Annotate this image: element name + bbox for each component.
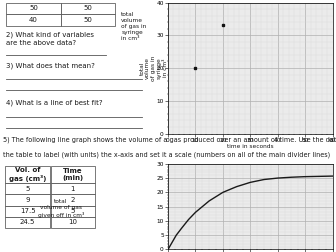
Bar xyxy=(51,195,95,206)
Text: 50: 50 xyxy=(84,17,92,23)
Text: 3) What does that mean?: 3) What does that mean? xyxy=(6,63,95,69)
Bar xyxy=(5,195,50,206)
Bar xyxy=(5,166,50,183)
Bar xyxy=(6,3,61,14)
Text: the table to label (with units) the x-axis and set it a scale (numbers on all of: the table to label (with units) the x-ax… xyxy=(3,151,331,158)
Text: 17.5: 17.5 xyxy=(20,208,35,214)
Bar xyxy=(5,183,50,195)
Text: 50: 50 xyxy=(29,5,38,11)
Bar xyxy=(5,206,50,217)
Text: 9: 9 xyxy=(25,197,30,203)
Text: 4) What is a line of best fit?: 4) What is a line of best fit? xyxy=(6,100,103,106)
Text: total
volume
of gas in
syringe
in cm³: total volume of gas in syringe in cm³ xyxy=(121,12,146,41)
Text: 40: 40 xyxy=(29,17,38,23)
Text: Time
(min): Time (min) xyxy=(62,168,83,181)
Bar xyxy=(6,14,61,26)
X-axis label: time in seconds: time in seconds xyxy=(227,144,274,149)
Bar xyxy=(51,183,95,195)
Bar xyxy=(51,217,95,228)
Text: 5: 5 xyxy=(71,208,75,214)
Text: 2) What kind of variables
are the above data?: 2) What kind of variables are the above … xyxy=(6,31,94,46)
Y-axis label: total
volume
of gas in
syringe
in cm³: total volume of gas in syringe in cm³ xyxy=(139,55,168,81)
Text: 1: 1 xyxy=(71,186,75,192)
Text: 24.5: 24.5 xyxy=(20,219,35,225)
Bar xyxy=(61,14,115,26)
Bar xyxy=(51,166,95,183)
Bar xyxy=(5,217,50,228)
Text: 10: 10 xyxy=(69,219,77,225)
Text: 5: 5 xyxy=(25,186,30,192)
Bar xyxy=(61,3,115,14)
Text: 50: 50 xyxy=(84,5,92,11)
Text: 2: 2 xyxy=(71,197,75,203)
Text: 5) The following line graph shows the volume of a gas produced over an amount of: 5) The following line graph shows the vo… xyxy=(3,136,336,143)
Text: Vol. of
gas (cm³): Vol. of gas (cm³) xyxy=(9,167,46,181)
Bar xyxy=(51,206,95,217)
Text: total
volume of gas
given off in cm³: total volume of gas given off in cm³ xyxy=(38,199,84,218)
